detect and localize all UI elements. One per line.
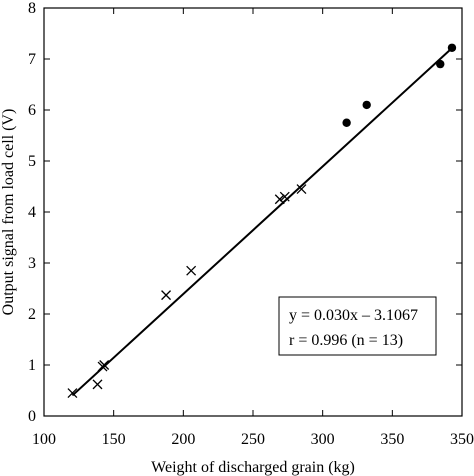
x-tick-label: 250	[241, 431, 265, 448]
data-point-dot	[362, 100, 371, 110]
equation-box: y = 0.030x – 3.1067 r = 0.996 (n = 13)	[278, 296, 437, 356]
x-axis-title: Weight of discharged grain (kg)	[151, 459, 355, 476]
cross-stroke	[296, 184, 307, 195]
cross-stroke	[161, 290, 172, 301]
data-points	[67, 43, 457, 399]
equation-line: y = 0.030x – 3.1067	[289, 307, 418, 324]
data-point-cross	[296, 184, 307, 195]
data-point-dot	[436, 59, 445, 69]
y-tick-labels: 0 1 2 3 4 5 6 7 8	[28, 0, 36, 425]
correlation-line: r = 0.996 (n = 13)	[289, 332, 403, 349]
cross-stroke	[67, 388, 78, 399]
cross-stroke	[99, 360, 110, 370]
equation-box-frame	[278, 296, 437, 356]
y-tick-label: 1	[28, 357, 36, 374]
x-tick-label: 100	[32, 431, 56, 448]
data-point-cross	[99, 360, 110, 370]
data-point-cross	[279, 191, 290, 202]
axis-ticks	[43, 7, 463, 417]
y-tick-label: 5	[28, 153, 36, 170]
x-tick-label: 150	[102, 431, 126, 448]
y-tick-label: 7	[28, 51, 36, 68]
y-tick-label: 8	[28, 0, 36, 17]
data-point-cross	[161, 290, 172, 301]
y-tick-label: 2	[28, 306, 36, 323]
data-point-cross	[186, 265, 197, 276]
data-point-cross	[274, 194, 285, 205]
regression-line	[71, 47, 453, 397]
cross-stroke	[274, 194, 285, 205]
x-tick-label: 200	[171, 431, 195, 448]
y-axis-title: Output signal from load cell (V)	[0, 109, 17, 316]
y-tick-label: 6	[28, 102, 36, 119]
x-tick-labels: 100 150 200 250 300 350 350	[32, 431, 474, 448]
x-tick-label: 350	[380, 431, 404, 448]
cross-stroke	[92, 379, 103, 390]
cross-stroke	[186, 265, 197, 276]
x-tick-label: 350	[450, 431, 474, 448]
y-tick-label: 0	[28, 408, 36, 425]
data-point-cross	[67, 388, 78, 399]
x-tick-label: 300	[311, 431, 335, 448]
data-point-dot	[447, 43, 457, 52]
y-tick-label: 4	[28, 204, 36, 221]
data-point-dot	[342, 118, 351, 127]
cross-stroke	[279, 191, 290, 202]
y-tick-label: 3	[28, 255, 36, 272]
data-point-cross	[92, 379, 103, 390]
